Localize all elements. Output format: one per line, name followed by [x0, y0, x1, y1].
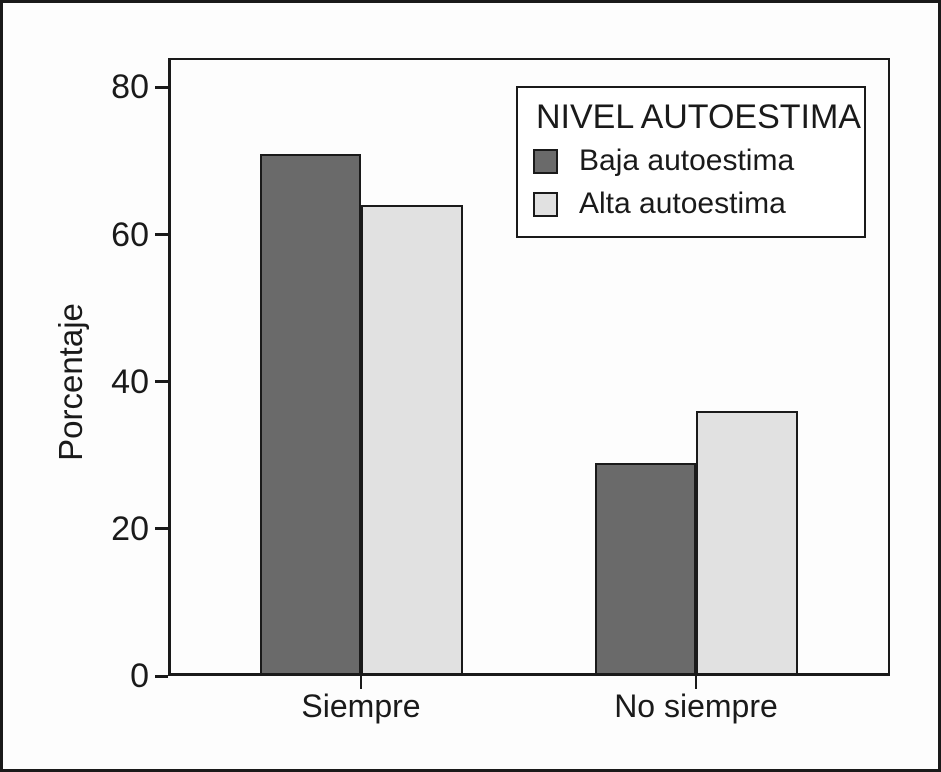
y-axis-tick — [155, 527, 168, 531]
y-axis-tick — [155, 85, 168, 89]
bar-baja-no-siempre — [594, 462, 696, 676]
legend-label: Alta autoestima — [579, 187, 786, 220]
legend-label: Baja autoestima — [579, 144, 795, 177]
y-axis-tick-label: 60 — [111, 215, 149, 254]
x-axis-tick — [694, 676, 698, 689]
legend-item: Baja autoestima — [533, 144, 849, 178]
legend-items: Baja autoestima Alta autoestima — [533, 144, 849, 221]
legend-item: Alta autoestima — [533, 187, 849, 221]
legend-box: NIVEL AUTOESTIMA Baja autoestima Alta aut… — [516, 86, 866, 238]
y-axis-tick-label: 40 — [111, 362, 149, 401]
x-axis-category-label: Siempre — [301, 688, 421, 724]
legend-title: NIVEL AUTOESTIMA — [536, 98, 861, 136]
y-axis-tick-label: 0 — [130, 657, 149, 695]
x-axis-tick — [359, 676, 363, 689]
bar-alta-no-siempre — [696, 411, 798, 676]
y-axis-tick — [155, 380, 168, 384]
bar-alta-siempre — [361, 205, 463, 676]
y-axis-tick-label: 80 — [111, 68, 149, 107]
y-axis-tick — [155, 233, 168, 237]
legend-swatch-icon — [533, 148, 558, 174]
x-axis-category-label: No siempre — [614, 688, 778, 724]
legend-swatch-icon — [533, 191, 558, 217]
y-axis-tick-label: 20 — [111, 509, 149, 548]
bar-baja-siempre — [259, 153, 361, 676]
y-axis-tick — [155, 674, 168, 678]
